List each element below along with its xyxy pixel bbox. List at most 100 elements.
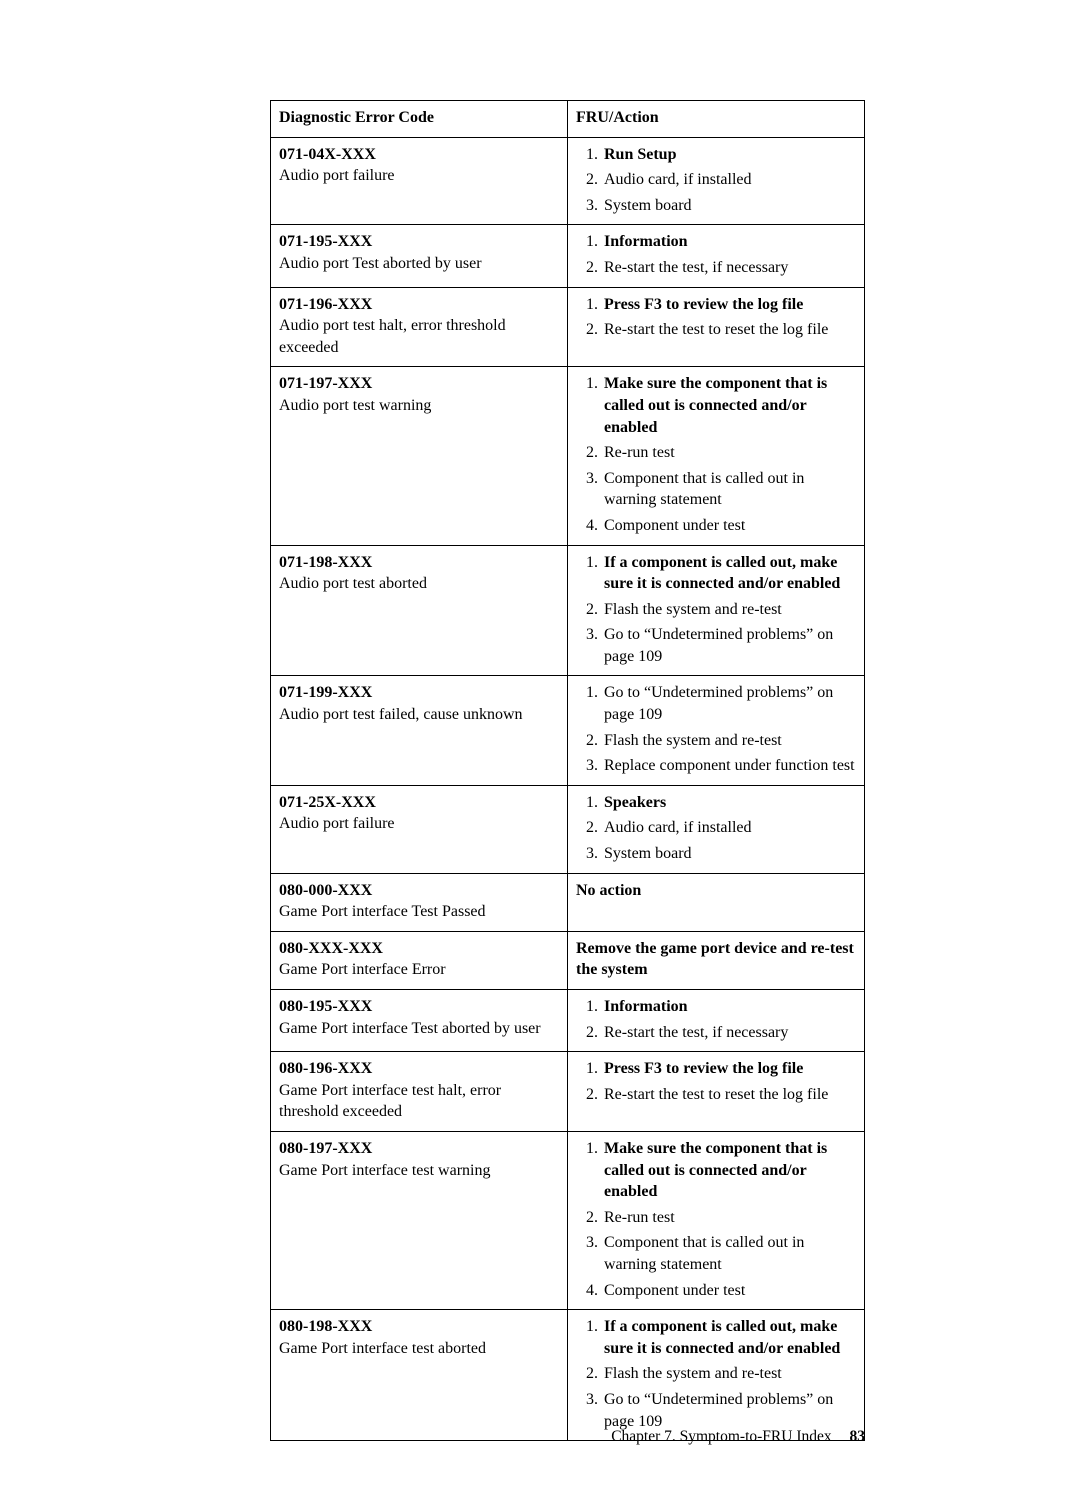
error-code: 080-XXX-XXX (279, 938, 559, 960)
action-item: Go to “Undetermined problems” on page 10… (602, 1389, 856, 1432)
cell-code: 080-000-XXXGame Port interface Test Pass… (271, 873, 568, 931)
action-list: Press F3 to review the log file Re-start … (576, 1058, 856, 1105)
action-text: Re-run test (604, 1209, 675, 1226)
error-code: 080-196-XXX (279, 1058, 559, 1080)
cell-action: Make sure the component that is called o… (568, 367, 865, 545)
action-item: Make sure the component that is called o… (602, 1138, 856, 1203)
action-list: SpeakersAudio card, if installedSystem b… (576, 792, 856, 865)
action-text: Component that is called out in warning … (604, 1234, 804, 1273)
action-item: Component under test (602, 1280, 856, 1302)
table-row: 071-198-XXXAudio port test aborted If a c… (271, 545, 865, 676)
cell-action: Remove the game port device and re-test … (568, 931, 865, 989)
action-text: Make sure the component that is called o… (604, 1140, 827, 1200)
action-list: InformationRe-start the test, if necessa… (576, 231, 856, 278)
action-item: Information (602, 996, 856, 1018)
cell-action: If a component is called out, make sure … (568, 1310, 865, 1441)
action-text: Re-run test (604, 444, 675, 461)
action-item: Flash the system and re-test (602, 599, 856, 621)
error-code: 071-199-XXX (279, 682, 559, 704)
error-code: 080-195-XXX (279, 996, 559, 1018)
cell-code: 071-196-XXXAudio port test halt, error t… (271, 287, 568, 367)
cell-action: If a component is called out, make sure … (568, 545, 865, 676)
action-list: Make sure the component that is called o… (576, 1138, 856, 1301)
error-description: Audio port test halt, error threshold ex… (279, 315, 559, 358)
error-description: Game Port interface Test aborted by user (279, 1018, 559, 1040)
action-text: Press F3 to review the log file (604, 1060, 803, 1077)
action-item: Audio card, if installed (602, 817, 856, 839)
error-description: Audio port failure (279, 813, 559, 835)
error-code: 071-25X-XXX (279, 792, 559, 814)
cell-code: 080-XXX-XXXGame Port interface Error (271, 931, 568, 989)
error-code: 080-197-XXX (279, 1138, 559, 1160)
action-item: Re-run test (602, 1207, 856, 1229)
error-code: 080-000-XXX (279, 880, 559, 902)
table-row: 080-XXX-XXXGame Port interface ErrorRemo… (271, 931, 865, 989)
diagnostic-table: Diagnostic Error Code FRU/Action 071-04X… (270, 100, 865, 1441)
error-description: Game Port interface Error (279, 959, 559, 981)
action-text: Run Setup (604, 146, 676, 163)
table-row: 080-198-XXXGame Port interface test abor… (271, 1310, 865, 1441)
error-description: Audio port failure (279, 165, 559, 187)
cell-action: Run SetupAudio card, if installedSystem … (568, 137, 865, 225)
cell-code: 080-196-XXXGame Port interface test halt… (271, 1052, 568, 1132)
action-item: Component under test (602, 515, 856, 537)
action-text: Re-start the test to reset the log file (604, 1086, 828, 1103)
action-item: Go to “Undetermined problems” on page 10… (602, 624, 856, 667)
action-item: Run Setup (602, 144, 856, 166)
cell-action: Press F3 to review the log fileRe-start … (568, 287, 865, 367)
cell-action: Information Re-start the test, if necessa… (568, 990, 865, 1052)
error-description: Audio port test failed, cause unknown (279, 704, 559, 726)
cell-action: Go to “Undetermined problems” on page 10… (568, 676, 865, 785)
cell-code: 071-198-XXXAudio port test aborted (271, 545, 568, 676)
action-text: Replace component under function test (604, 757, 855, 774)
action-text: System board (604, 197, 692, 214)
header-action: FRU/Action (568, 101, 865, 138)
action-text: Re-start the test, if necessary (604, 1024, 788, 1041)
action-text: Component that is called out in warning … (604, 470, 804, 509)
action-list: Make sure the component that is called o… (576, 373, 856, 536)
action-item: System board (602, 195, 856, 217)
action-text: If a component is called out, make sure … (604, 554, 840, 593)
error-code: 071-04X-XXX (279, 144, 559, 166)
table-row: 071-199-XXXAudio port test failed, cause… (271, 676, 865, 785)
action-plain: Remove the game port device and re-test … (576, 938, 856, 981)
cell-code: 071-25X-XXXAudio port failure (271, 785, 568, 873)
error-code: 071-195-XXX (279, 231, 559, 253)
action-item: If a component is called out, make sure … (602, 1316, 856, 1359)
action-item: Re-start the test to reset the log file (602, 319, 856, 341)
footer-chapter: Chapter 7. Symptom-to-FRU Index (611, 1428, 831, 1445)
action-item: Make sure the component that is called o… (602, 373, 856, 438)
cell-action: InformationRe-start the test, if necessa… (568, 225, 865, 287)
action-text: Re-start the test to reset the log file (604, 321, 828, 338)
action-text: Component under test (604, 517, 745, 534)
action-text: Go to “Undetermined problems” on page 10… (604, 684, 833, 723)
action-text: Go to “Undetermined problems” on page 10… (604, 626, 833, 665)
action-item: Replace component under function test (602, 755, 856, 777)
table-row: 071-25X-XXXAudio port failureSpeakersAud… (271, 785, 865, 873)
error-description: Game Port interface test aborted (279, 1338, 559, 1360)
action-text: Make sure the component that is called o… (604, 375, 827, 435)
page: Diagnostic Error Code FRU/Action 071-04X… (0, 0, 1080, 1501)
action-text: Flash the system and re-test (604, 732, 782, 749)
action-item: Component that is called out in warning … (602, 1232, 856, 1275)
error-description: Game Port interface test warning (279, 1160, 559, 1182)
error-code: 071-198-XXX (279, 552, 559, 574)
action-item: Re-run test (602, 442, 856, 464)
action-list: Run SetupAudio card, if installedSystem … (576, 144, 856, 217)
action-text: Component under test (604, 1282, 745, 1299)
error-description: Game Port interface test halt, error thr… (279, 1080, 559, 1123)
action-text: Information (604, 998, 688, 1015)
cell-code: 080-197-XXXGame Port interface test warn… (271, 1131, 568, 1309)
table-row: 080-000-XXXGame Port interface Test Pass… (271, 873, 865, 931)
action-text: Re-start the test, if necessary (604, 259, 788, 276)
error-code: 071-196-XXX (279, 294, 559, 316)
page-footer: Chapter 7. Symptom-to-FRU Index 83 (611, 1428, 865, 1446)
table-row: 080-195-XXXGame Port interface Test abor… (271, 990, 865, 1052)
action-list: Press F3 to review the log fileRe-start … (576, 294, 856, 341)
action-item: Press F3 to review the log file (602, 1058, 856, 1080)
action-text: Flash the system and re-test (604, 1365, 782, 1382)
action-item: Go to “Undetermined problems” on page 10… (602, 682, 856, 725)
error-code: 080-198-XXX (279, 1316, 559, 1338)
action-item: Flash the system and re-test (602, 1363, 856, 1385)
cell-code: 071-195-XXXAudio port Test aborted by us… (271, 225, 568, 287)
